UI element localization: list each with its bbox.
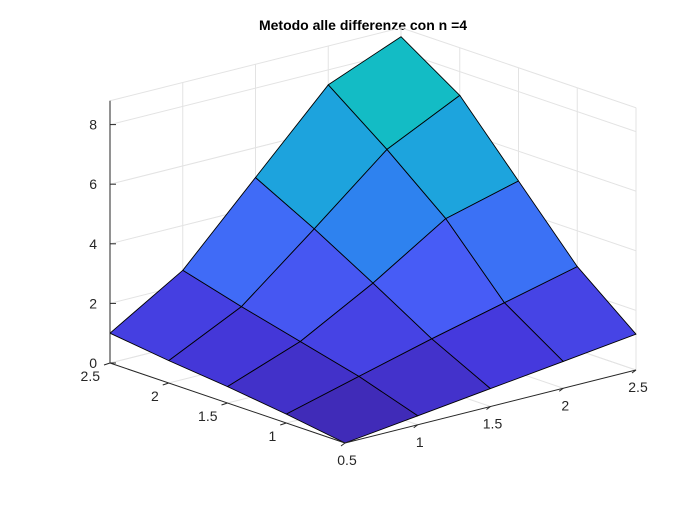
y-tick-label: 1 — [269, 428, 277, 444]
x-tick-mark — [558, 387, 564, 392]
x-tick-mark — [340, 442, 346, 447]
x-tick-mark — [413, 424, 419, 429]
grid-line — [400, 27, 637, 109]
z-tick-label: 8 — [89, 117, 97, 133]
z-tick-label: 0 — [89, 355, 97, 371]
surface-patches — [109, 36, 637, 444]
y-tick-mark — [280, 422, 287, 426]
y-tick-mark — [162, 382, 169, 386]
x-tick-label: 2 — [561, 397, 569, 413]
x-tick-mark — [486, 406, 491, 410]
axes — [103, 100, 637, 447]
surface-patch — [504, 266, 637, 362]
x-tick-label: 0.5 — [337, 452, 357, 468]
y-tick-mark — [103, 362, 111, 366]
z-tick-label: 6 — [89, 176, 97, 192]
y-tick-label: 2.5 — [81, 368, 101, 384]
x-tick-mark — [631, 369, 637, 374]
z-tick-label: 4 — [89, 236, 97, 252]
grid-line — [400, 51, 637, 133]
chart-title: Metodo alle differenze con n =4 — [259, 17, 467, 33]
z-tick-label: 2 — [89, 295, 97, 311]
y-tick-mark — [221, 402, 228, 406]
x-tick-label: 1 — [416, 434, 424, 450]
x-tick-label: 1.5 — [483, 416, 503, 432]
grid-line — [109, 27, 402, 102]
y-tick-label: 2 — [151, 388, 159, 404]
grid-line — [109, 51, 402, 126]
y-tick-label: 1.5 — [198, 408, 218, 424]
x-tick-label: 2.5 — [628, 379, 648, 395]
